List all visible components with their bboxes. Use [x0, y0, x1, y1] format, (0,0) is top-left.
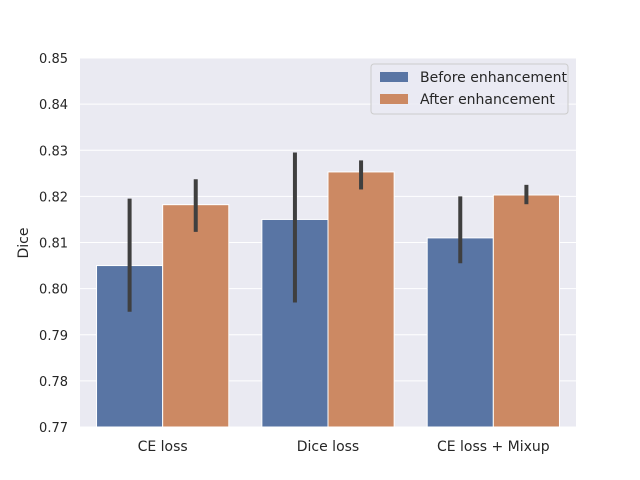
error-bars [127, 152, 529, 312]
y-tick-labels: 0.77 0.78 0.79 0.80 0.81 0.82 0.83 0.84 0.85 [39, 52, 68, 436]
x-tick-label: CE loss [138, 439, 188, 455]
y-tick-label: 0.77 [39, 421, 68, 436]
bar-after-0 [162, 204, 230, 428]
legend-swatch [380, 72, 408, 82]
y-tick-label: 0.83 [39, 144, 68, 159]
x-tick-labels: CE loss Dice loss CE loss + Mixup [138, 439, 550, 455]
y-tick-label: 0.78 [39, 375, 68, 390]
legend-swatch [380, 94, 408, 104]
bar-after-2 [492, 194, 560, 428]
legend-label: Before enhancement [420, 70, 567, 86]
y-tick-label: 0.82 [39, 190, 68, 205]
legend-label: After enhancement [420, 92, 555, 108]
y-tick-label: 0.85 [39, 52, 68, 67]
x-tick-label: Dice loss [297, 439, 359, 455]
y-tick-label: 0.79 [39, 329, 68, 344]
legend: Before enhancement After enhancement [370, 63, 569, 115]
y-tick-label: 0.80 [39, 283, 68, 298]
y-tick-label: 0.81 [39, 237, 68, 252]
y-axis-label: Dice [16, 228, 32, 259]
y-tick-label: 0.84 [39, 98, 68, 113]
x-tick-label: CE loss + Mixup [437, 439, 550, 455]
bar-after-1 [327, 171, 395, 428]
legend-box [370, 63, 569, 115]
bar-before-2 [426, 237, 494, 428]
